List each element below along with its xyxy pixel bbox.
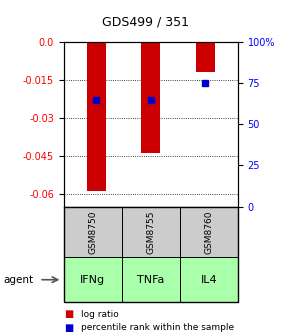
- Text: IFNg: IFNg: [80, 275, 105, 285]
- Text: ■: ■: [64, 323, 73, 333]
- Text: log ratio: log ratio: [81, 310, 119, 319]
- Text: IL4: IL4: [200, 275, 217, 285]
- Text: GSM8750: GSM8750: [88, 210, 97, 254]
- Bar: [141, 42, 160, 154]
- Bar: [196, 42, 215, 72]
- Text: percentile rank within the sample: percentile rank within the sample: [81, 323, 234, 332]
- Text: TNFa: TNFa: [137, 275, 164, 285]
- Text: GDS499 / 351: GDS499 / 351: [102, 15, 188, 28]
- Text: GSM8760: GSM8760: [204, 210, 213, 254]
- Text: ■: ■: [64, 309, 73, 319]
- Bar: [87, 42, 106, 192]
- Text: GSM8755: GSM8755: [146, 210, 155, 254]
- Text: agent: agent: [3, 275, 33, 285]
